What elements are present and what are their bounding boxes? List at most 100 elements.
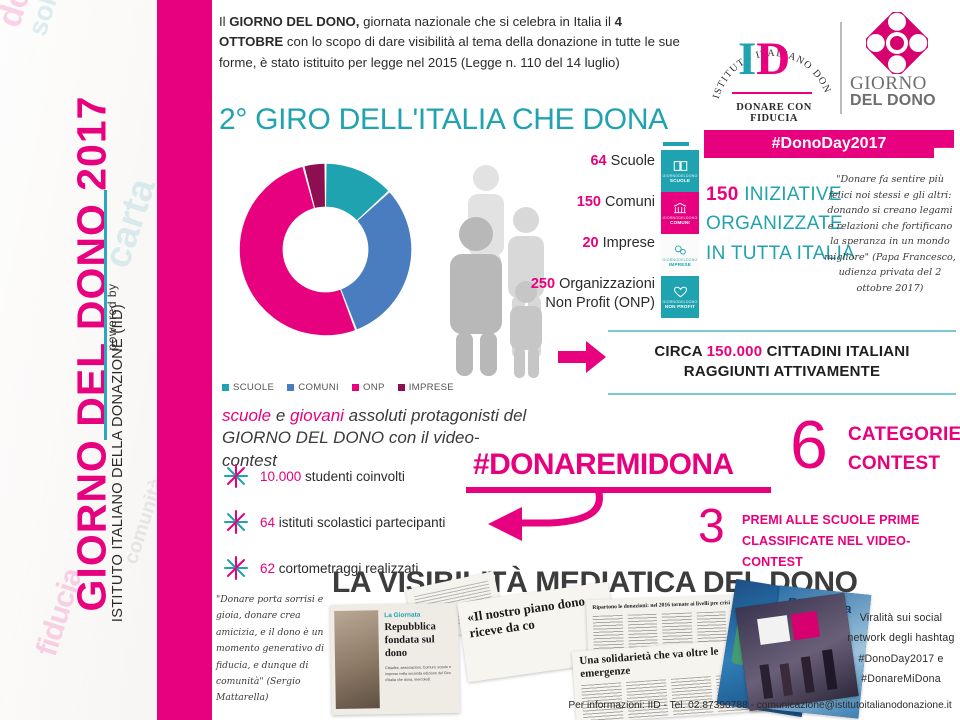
bullet-text-1: istituti scolastici partecipanti [275, 514, 446, 530]
stat-label-onp-2: Non Profit (ONP) [545, 294, 655, 311]
legend-label: IMPRESE [408, 382, 454, 393]
stat-label-scuole: Scuole [610, 153, 655, 169]
reach-rule-top [608, 330, 956, 332]
stat-label-onp: Organizzazioni [559, 276, 655, 293]
list-item: 10.000 studenti coinvolti [222, 462, 522, 490]
bullet-number-0: 10.000 [260, 468, 302, 484]
intro-text-1: Il [219, 14, 230, 29]
campaign-hashtag: #DONAREMIDONA [473, 448, 734, 481]
asterisk-star-icon [224, 556, 248, 580]
intro-bold-1: GIORNO DEL DONO, [229, 14, 360, 29]
news-clipping-repubblica: La Giornata Repubblica fondata sul dono … [330, 602, 460, 716]
asterisk-star-icon [224, 510, 248, 534]
iid-monogram: ID [738, 36, 790, 83]
stat-number-scuole: 64 [590, 153, 607, 169]
stat-row-scuole: 64 Scuole [455, 152, 655, 170]
clipping-body: Cittadini, associazioni, Comuni, scuole … [385, 665, 452, 683]
intro-bold-2: 4 OTTOBRE [219, 14, 622, 50]
donut-chart [228, 152, 423, 347]
contest-three-label: PREMI ALLE SCUOLE PRIME CLASSIFICATE NEL… [742, 510, 960, 572]
heart-icon [673, 286, 687, 297]
gdd-line-1: GIORNO [850, 73, 927, 94]
hashtag-underline [466, 487, 771, 493]
badge-imprese-label: IMPRESE [668, 261, 692, 267]
initiatives-line-1: 150 INIZIATIVE [706, 180, 842, 209]
stat-row-imprese: 20 Imprese [455, 234, 655, 252]
legend-label: SCUOLE [233, 382, 275, 393]
clipping-photo [334, 610, 380, 710]
schools-bullet-list: 10.000 studenti coinvolti 64 istituti sc… [222, 462, 522, 600]
chart-legend: SCUOLE COMUNI ONP IMPRESE [222, 382, 454, 393]
donut-slice-comuni [325, 192, 412, 330]
iid-arc-text-icon: ISTITUTO ITALIANO DONAZIONE [710, 16, 832, 100]
mattarella-quote: "Donare porta sorrisi e gioia, donare cr… [216, 594, 325, 704]
intro-text-3: con lo scopo di dare visibilità al tema … [219, 34, 680, 70]
hashtag-ribbon: #DonoDay2017 [704, 130, 954, 158]
donut-chart-svg [239, 163, 412, 336]
stat-row-comuni: 150 Comuni [455, 193, 655, 211]
legend-swatch [351, 384, 359, 391]
bullet-text-2: cortometraggi realizzati [275, 560, 419, 576]
stat-label-comuni: Comuni [605, 194, 655, 211]
contest-three-number: 3 [698, 500, 725, 553]
initiatives-line-3: IN TUTTA ITALIA [706, 242, 856, 264]
badge-imprese-top: GIORNODELDONO [662, 257, 698, 262]
people-group-icon [450, 165, 544, 378]
book-icon [673, 160, 687, 171]
footer-contact: Per informazioni: IID - Tel. 02.87390788… [568, 700, 952, 711]
reach-text: CIRCA 150.000 CITTADINI ITALIANI RAGGIUN… [608, 332, 956, 393]
curved-arrow-left-icon [488, 487, 603, 541]
legend-item-onp: ONP [351, 382, 385, 393]
schools-word-giovani: giovani [290, 406, 344, 425]
clipping-kicker: La Giornata [384, 611, 421, 620]
legend-item-imprese: IMPRESE [397, 382, 454, 393]
iid-divider [732, 92, 812, 94]
initiatives-number: 150 [706, 184, 739, 205]
reach-post: CITTADINI ITALIANI [762, 343, 910, 360]
badge-comuni-top: GIORNODELDONO [662, 215, 698, 220]
badge-imprese: GIORNODELDONO IMPRESE [661, 234, 699, 276]
iid-letter-d: D [756, 33, 791, 85]
badge-scuole-label: SCUOLE [669, 177, 691, 183]
reach-rule-bottom [608, 392, 956, 395]
schools-highlight: scuole e giovani assoluti protagonisti d… [222, 405, 532, 472]
badge-scuole: GIORNODELDONO SCUOLE [661, 150, 699, 192]
category-badges: GIORNODELDONO SCUOLE GIORNODELDONO COMUN… [661, 150, 699, 318]
intro-paragraph: Il GIORNO DEL DONO, giornata nazionale c… [219, 12, 689, 73]
initiatives-word: INIZIATIVE [738, 184, 842, 205]
list-item: 64 istituti scolastici partecipanti [222, 508, 522, 536]
legend-label: COMUNI [298, 382, 339, 393]
gears-icon [674, 244, 686, 255]
list-item-text: 62 cortometraggi realizzati [260, 561, 418, 576]
left-sidebar: dono Giornale carta solidale fiducia com… [0, 0, 212, 720]
intro-text-2: giornata nazionale che si celebra in Ita… [359, 14, 615, 29]
gdd-wordmark: GIORNO DEL DONO [850, 74, 954, 109]
bullet-text-0: studenti coinvolti [301, 468, 405, 484]
badge-nonprofit-label: NON PROFIT [664, 303, 696, 309]
stat-row-onp: 250 Organizzazioni Non Profit (ONP) [455, 275, 655, 311]
stats-list: 64 Scuole 150 Comuni 20 Imprese 250 Orga… [455, 152, 655, 312]
section-title-underline [663, 142, 689, 146]
badge-nonprofit: GIORNODELDONO NON PROFIT [661, 276, 699, 318]
iid-logo: ISTITUTO ITALIANO DONAZIONE ID DONARE CO… [704, 6, 839, 130]
badge-comuni: GIORNODELDONO COMUNI [661, 192, 699, 234]
legend-item-scuole: SCUOLE [222, 382, 274, 393]
iid-tagline: DONARE CON FIDUCIA [736, 102, 812, 124]
legend-swatch [397, 384, 405, 391]
logo-row: ISTITUTO ITALIANO DONAZIONE ID DONARE CO… [704, 6, 954, 130]
legend-swatch [287, 384, 295, 391]
contest-six-label: CATEGORIE CONTEST [848, 421, 960, 478]
schools-rest: assoluti protagonisti del [343, 406, 527, 425]
legend-swatch [222, 384, 229, 391]
diamond-flower-icon [866, 12, 928, 74]
list-item-text: 64 istituti scolastici partecipanti [260, 515, 445, 530]
reach-line-2: RAGGIUNTI ATTIVAMENTE [683, 363, 881, 381]
reach-number: 150.000 [706, 343, 763, 360]
badge-comuni-label: COMUNI [670, 219, 690, 225]
sidebar-paper-texture: dono Giornale carta solidale fiducia com… [0, 0, 168, 720]
stat-number-comuni: 150 [576, 194, 601, 211]
gdd-line-2: DEL DONO [850, 92, 936, 109]
clipping-headline: Repubblica fondata sul dono [384, 621, 436, 659]
contest-six-number: 6 [790, 407, 828, 483]
